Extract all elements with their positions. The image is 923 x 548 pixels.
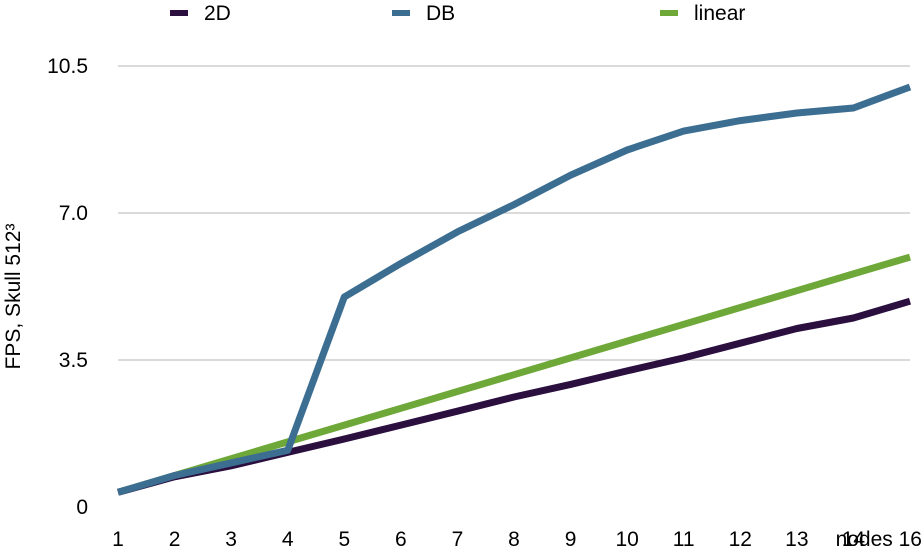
y-tick-label: 0 [76,496,88,519]
x-tick-label: 5 [338,528,350,548]
y-tick-label: 7.0 [59,202,88,225]
y-axis-ticks: 0 3.5 7.0 10.5 [47,55,88,519]
series-line-linear [117,253,911,496]
legend-label: DB [426,2,455,25]
legend-label: linear [694,2,745,25]
y-axis-label: FPS, Skull 512³ [2,224,25,370]
x-tick-label: 6 [395,528,407,548]
x-tick-label: 2 [169,528,181,548]
series-lines [117,83,912,496]
x-tick-label: 13 [785,528,808,548]
x-tick-label: 14 [842,528,866,548]
x-tick-label: nodes 16 [836,528,922,548]
legend-item-db: DB [392,2,455,25]
y-tick-label: 3.5 [59,349,88,372]
x-tick-label: 9 [565,528,577,548]
x-tick-label: 3 [225,528,237,548]
x-tick-label: 11 [673,528,695,548]
legend-label: 2D [204,2,231,25]
legend-item-2d: 2D [170,2,231,25]
gridlines [118,65,910,361]
series-line-db [117,83,912,496]
legend: 2D DB linear [170,2,745,25]
x-tick-label: 4 [282,528,294,548]
x-tick-label: 8 [508,528,520,548]
y-tick-label: 10.5 [47,55,88,78]
x-tick-label: 1 [112,528,124,548]
x-tick-label: 10 [615,528,638,548]
x-tick-label: 12 [729,528,752,548]
legend-item-linear: linear [660,2,745,25]
x-tick-label: 7 [452,528,464,548]
